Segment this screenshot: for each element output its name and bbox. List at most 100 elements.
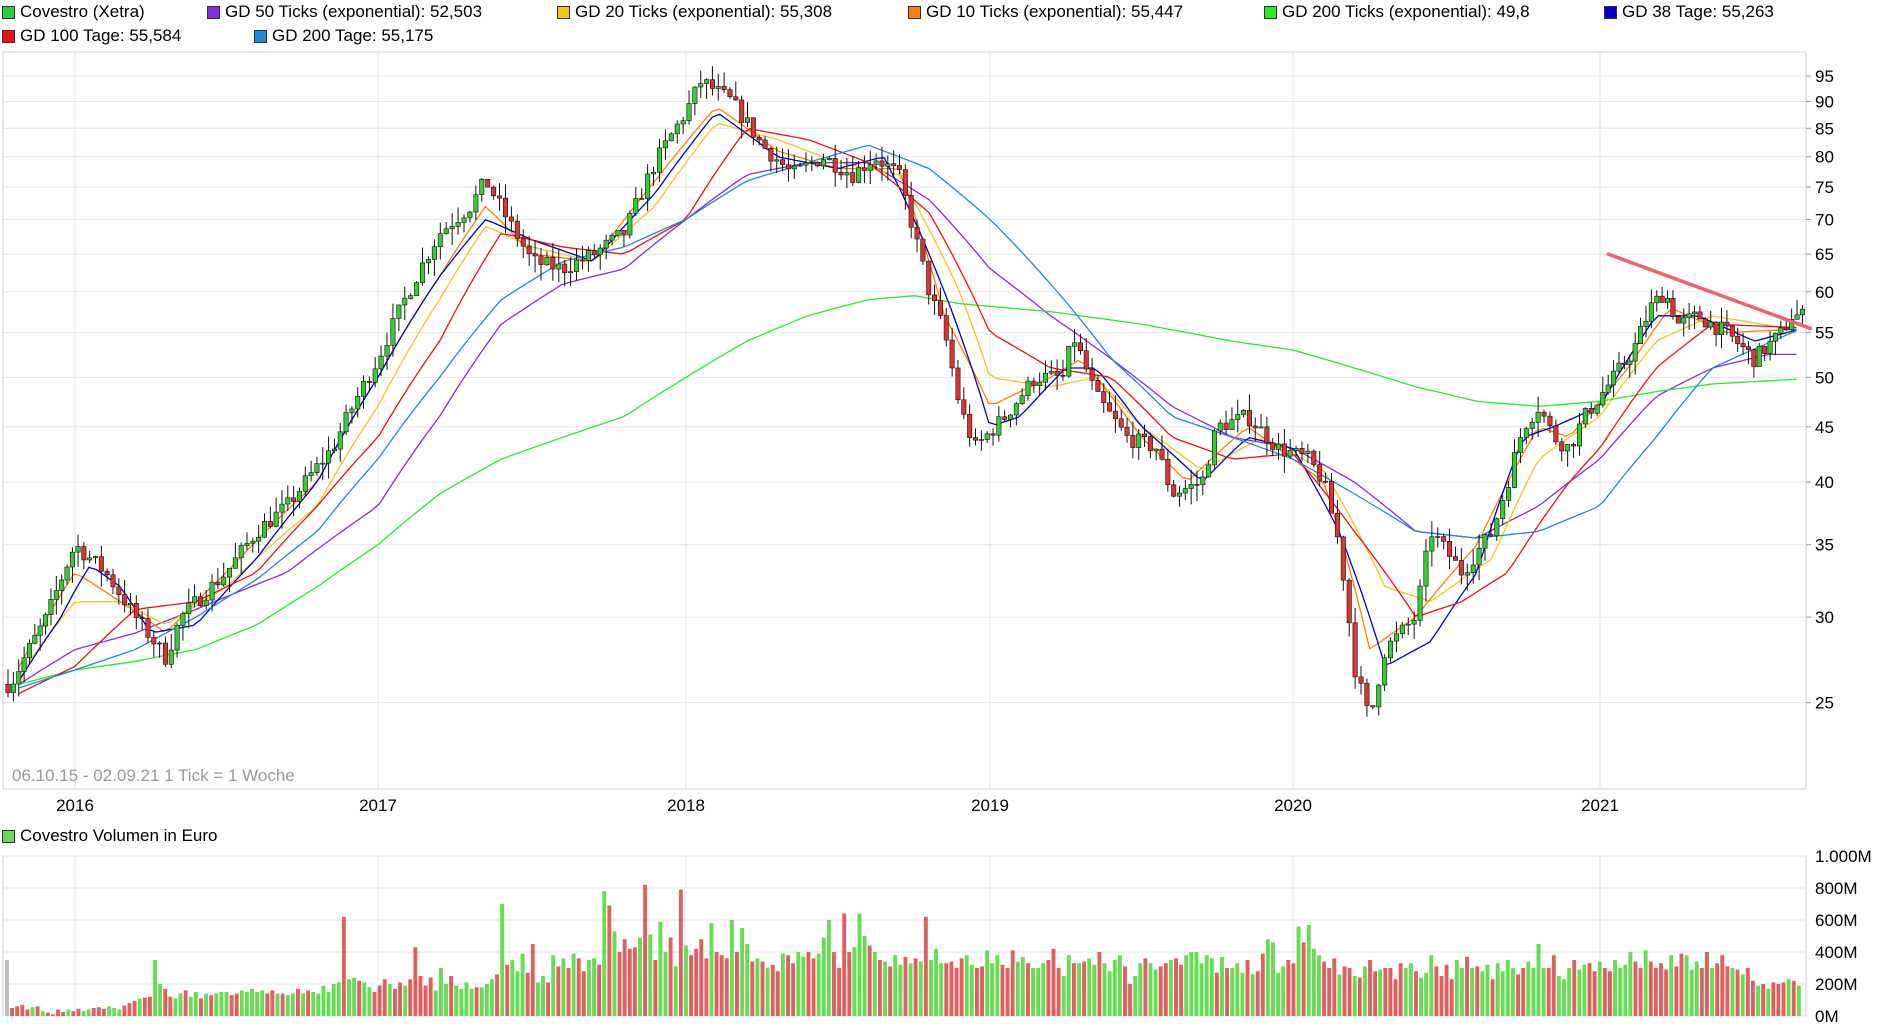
candle [850,156,856,186]
candle [1323,472,1329,484]
candle-body [1435,536,1441,538]
volume-bar [852,947,857,1016]
volume-bar [1623,964,1628,1016]
candle [104,568,110,582]
volume-bar [147,996,152,1016]
volume-bar [699,939,704,1016]
candle-body [1008,414,1014,420]
candle-body [791,165,797,170]
candle-body [402,298,408,306]
candle-body [1547,415,1553,427]
candle-body [1206,464,1212,478]
candle [267,506,273,529]
volume-bar [908,963,913,1016]
volume-bar [1403,968,1408,1016]
candle-body [1632,343,1638,362]
candle-body [1323,480,1329,483]
candle-body [1692,311,1698,315]
price-grid [2,51,1807,790]
candle [1311,449,1317,468]
candle-body [1621,362,1627,365]
candle-body [431,246,437,260]
volume-bar [1240,972,1245,1016]
candle [1675,314,1681,324]
candle [574,248,580,281]
price-tick-label: 85 [1815,119,1834,138]
price-tick-label: 60 [1815,283,1834,302]
volume-bar [1102,963,1107,1016]
volume-bar [1020,956,1025,1016]
candle-body [174,624,180,651]
candle [885,155,891,181]
volume-bar [372,992,377,1016]
candle [1328,473,1334,514]
candle [1621,355,1627,370]
volume-bar [1209,958,1214,1016]
volume-bar [990,963,995,1016]
candle [425,256,431,275]
volume-bar [1638,968,1643,1016]
volume-bar [1087,958,1092,1016]
volume-bar [1572,960,1577,1016]
candle [1165,449,1171,492]
candle-body [1541,411,1547,417]
candle [768,146,774,172]
legend-item: GD 10 Ticks (exponential): 55,447 [908,0,1183,24]
volume-bar [1669,955,1674,1016]
volume-bar [454,985,459,1016]
candle-body [162,642,168,665]
candle-body [1665,298,1671,303]
candle-body [1013,403,1019,416]
volume-bar [505,964,510,1016]
candle-body [1229,419,1235,430]
candle [431,239,437,277]
date-range-label: 06.10.15 - 02.09.21 1 Tick = 1 Woche [12,766,295,785]
candle-body [331,448,337,452]
volume-bar [607,905,612,1016]
candle-body [1083,350,1089,370]
candle [1095,375,1101,393]
candle-body [645,173,651,199]
candle [1547,411,1553,433]
candle-body [591,250,597,256]
candle-body [1118,418,1124,428]
volume-bar [1189,952,1194,1016]
candle [1130,421,1136,459]
volume-bar [985,950,990,1016]
volume-bar [883,961,887,1016]
volume-bar [56,1009,60,1016]
candle-body [1494,518,1500,537]
volume-bar [449,976,454,1016]
candle-body [861,167,867,171]
volume-bar [1684,955,1689,1016]
candle [10,672,16,702]
candle-body [1077,342,1083,351]
candle [1388,637,1394,662]
candle-body [844,172,850,176]
candle-body [574,259,580,272]
volume-bar [602,891,607,1016]
candle-body [1358,676,1364,684]
candle [1745,341,1751,364]
volume-bar [168,996,173,1016]
price-tick-label: 70 [1815,210,1834,229]
price-tick-label: 35 [1815,536,1834,555]
volume-bar [704,958,709,1016]
candle-body [168,649,174,665]
candle-body [1417,585,1423,621]
volume-axes: 1.000M 800M 600M 400M 200M 0M [1815,847,1872,1026]
candle-body [1724,321,1730,327]
volume-bar [244,992,249,1016]
candle-body [267,521,273,527]
volume-bar [673,966,678,1016]
volume-bar [234,993,239,1016]
candle [53,575,59,615]
candle [256,524,262,553]
candle-body [891,163,897,166]
candle-body [651,172,657,175]
candle-body [1095,380,1101,392]
candle-body [1713,321,1719,335]
candle-body [1576,423,1582,447]
volume-bar [1260,953,1265,1016]
candle-body [326,450,332,464]
